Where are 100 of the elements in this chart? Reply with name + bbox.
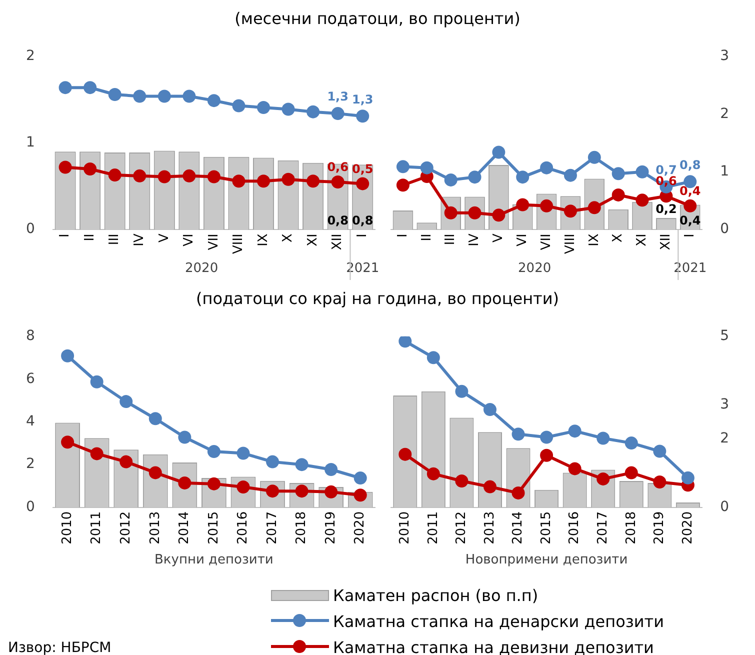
point [295,458,308,472]
x-tick-label: 2011 [426,511,441,544]
x-tick-label: 2019 [323,511,338,544]
x-tick-label: 2014 [510,511,526,544]
point [236,446,250,460]
y-tick-label: 2 [720,430,730,447]
x-tick-label: IV [467,234,482,246]
point [624,436,638,450]
point [426,351,440,364]
point [356,177,370,190]
point [266,455,280,468]
point [331,175,344,188]
point [568,424,582,438]
point [61,436,74,449]
point [207,477,220,490]
point [232,174,246,188]
point [133,90,146,103]
x-tick-label: III [443,234,458,246]
y-tick-label: 0 [720,498,730,515]
y-tick-label: 3 [720,396,730,412]
y-tick-label: 8 [26,328,35,344]
x-tick-label: X [610,234,626,243]
point [612,188,625,202]
point [182,90,196,103]
point [653,444,666,458]
x-tick-label: 2014 [177,511,192,544]
point [282,172,295,186]
point [396,178,410,192]
x-tick-label: 2018 [624,511,639,544]
x-tick-label: 2019 [652,511,668,544]
point [84,81,97,94]
point [84,162,97,176]
point [483,403,496,416]
point [120,455,133,468]
point [596,432,610,445]
point [356,110,370,123]
point [324,463,338,476]
x-tick-label: V [491,234,506,243]
x-tick-label: XII [330,234,346,250]
y-tick-label: 0 [720,221,730,238]
text: 2020 [518,260,552,276]
point [653,476,666,489]
point [398,336,412,348]
y-tick-label: 2 [26,456,35,472]
point [207,170,220,184]
chart-title: (месечни податоци, во проценти) [234,8,522,30]
point [207,94,220,108]
point [133,169,146,182]
point [588,150,601,164]
x-tick-label: 2020 [352,511,368,544]
x-tick-label: 2013 [148,511,163,544]
point [596,472,610,486]
point [108,88,122,102]
point [455,384,468,398]
data-label: 1,3 [352,92,374,106]
x-tick-label: XII [658,234,674,250]
data-label: 0,8 [327,214,348,228]
y-tick-label: 3 [720,48,730,64]
x-tick-label: 2013 [482,511,498,544]
y-tick-label: 2 [26,48,35,64]
point [512,486,525,500]
y-tick-label: 5 [720,328,730,344]
legend-label: Каматна стапка на денарски депозити [332,612,664,630]
point [257,100,270,114]
point [90,447,104,460]
point [516,198,530,212]
point [182,169,196,182]
x-tick-label: 2010 [60,511,75,544]
point [444,173,458,186]
point [455,474,468,488]
chart-title: (податоци со крај на година, во проценти) [195,288,560,310]
point [178,430,192,444]
x-tick-label: 2020 [680,511,696,544]
y-tick-label: 1 [26,134,35,151]
x-tick-label: 2016 [236,511,251,544]
x-tick-label: IX [256,234,271,246]
text: 2021 [674,260,707,276]
x-tick-label: I [682,234,698,238]
y-tick-label: 0 [26,498,35,515]
x-tick-label: XI [634,234,650,246]
x-tick-label: 2011 [89,511,104,544]
legend-label: Каматен распон (во п.п) [332,586,538,604]
y-tick-label: 2 [720,106,730,122]
point [158,90,171,103]
point [282,102,295,116]
point [681,471,694,484]
y-tick-label: 4 [26,414,35,430]
point [540,448,554,462]
data-label: 0,8 [679,158,701,172]
point [108,168,122,182]
point [232,99,246,112]
legend-label: Каматна стапка на девизни депозити [332,638,654,655]
x-tick-label: XI [305,234,320,246]
point [58,81,72,94]
point [612,167,625,180]
point [148,466,162,480]
point [516,170,530,184]
x-tick-label: 2012 [454,511,470,544]
x-tick-label: X [280,234,296,243]
x-tick-label: 2017 [595,511,610,544]
